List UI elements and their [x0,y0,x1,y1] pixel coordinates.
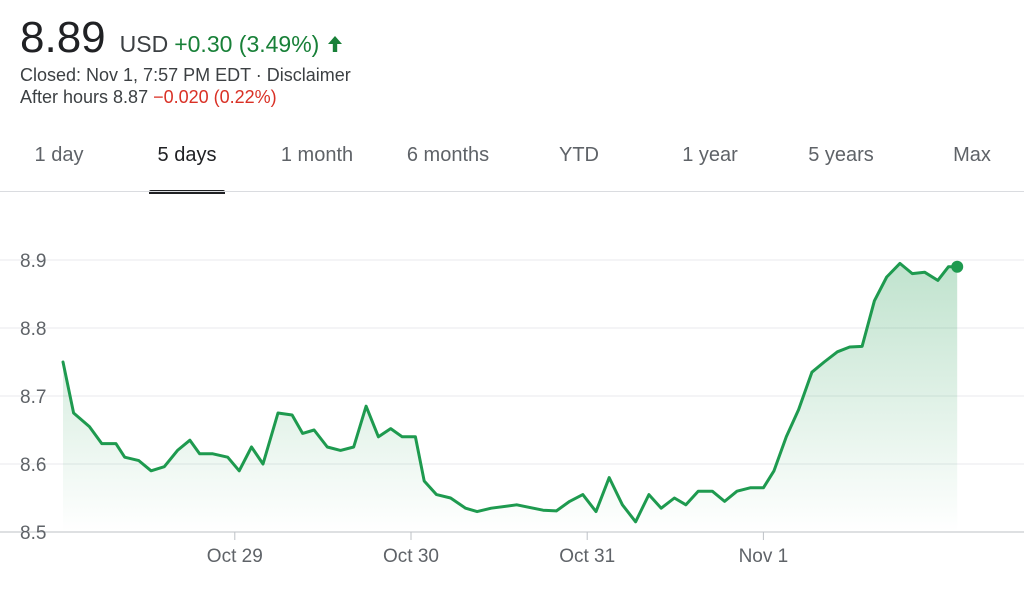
tab-1-month[interactable]: 1 month [280,144,354,166]
x-tick-label: Oct 30 [383,546,439,567]
tab-1-day[interactable]: 1 day [34,144,84,166]
after-hours-change: −0.020 (0.22%) [153,87,277,107]
y-tick-label: 8.8 [20,319,46,340]
series-line [61,261,959,524]
market-status: Closed: Nov 1, 7:57 PM EDT · Disclaimer [20,65,351,85]
y-tick-label: 8.9 [20,251,46,272]
series-layer [61,260,964,532]
x-tick-label: Oct 31 [559,546,615,567]
y-tick-label: 8.7 [20,387,46,408]
x-tick-label: Oct 29 [207,546,263,567]
price-change: +0.30 (3.49%) [174,31,320,57]
tick-layer: 8.5 8.6 8.7 8.8 8.9 Oct 29 Oct 30 Oct 31 Nov 1 [20,251,788,567]
active-tab-indicator [149,190,225,194]
last-price-point [951,260,964,273]
quote-header: 8.89 USD +0.30 (3.49%) Closed: Nov 1, 7:… [20,12,351,108]
tab-5-years[interactable]: 5 years [808,144,874,166]
tabs-divider [0,191,1024,192]
y-tick-label: 8.5 [20,523,46,544]
series-area [63,263,958,532]
tab-1-year[interactable]: 1 year [682,144,738,166]
y-tick-label: 8.6 [20,455,46,476]
current-price: 8.89 [20,13,106,62]
time-range-tabs: 1 day 5 days 1 month 6 months YTD 1 year… [0,126,1024,194]
after-hours-label: After hours 8.87 [20,87,149,107]
price-line: 8.89 USD +0.30 (3.49%) [20,12,351,64]
tab-ytd[interactable]: YTD [559,144,599,166]
after-hours: After hours 8.87 −0.020 (0.22%) [20,86,351,108]
tab-max[interactable]: Max [953,144,991,166]
arrow-up-icon [328,36,343,52]
x-tick-label: Nov 1 [739,546,789,567]
tab-5-days[interactable]: 5 days [157,144,217,166]
currency-label: USD [119,31,169,57]
tab-6-months[interactable]: 6 months [406,144,490,166]
